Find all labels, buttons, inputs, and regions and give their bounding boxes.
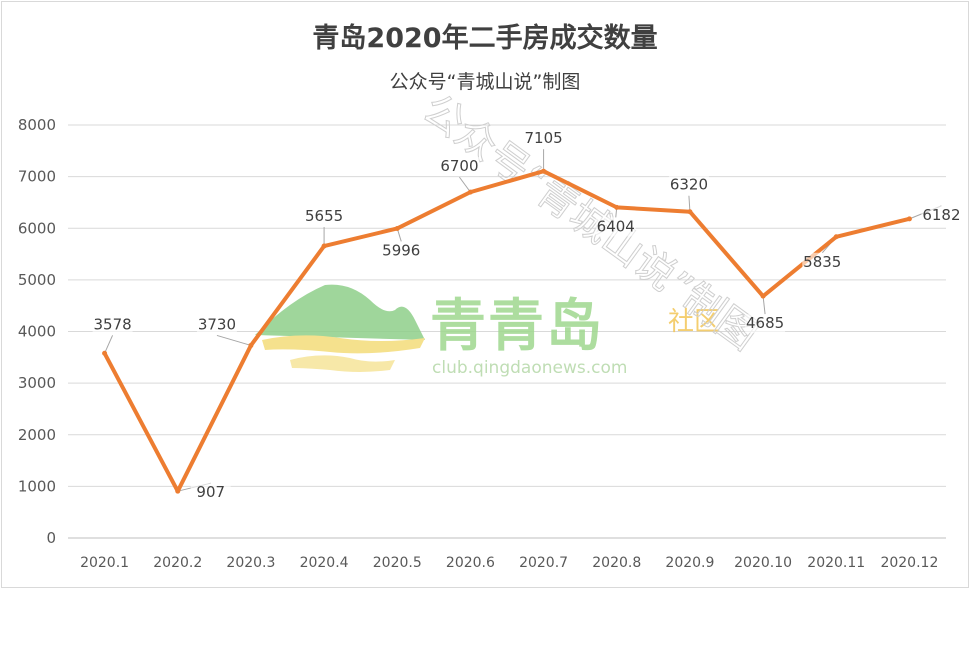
y-tick-label: 4000 bbox=[18, 323, 56, 341]
label-leader-line bbox=[104, 335, 114, 354]
data-label-bg bbox=[381, 241, 422, 261]
watermark-river-shape bbox=[262, 335, 425, 354]
data-label-bg bbox=[802, 252, 843, 272]
chart-title: 青岛2020年二手房成交数量 bbox=[312, 22, 657, 54]
y-tick-label: 0 bbox=[46, 529, 56, 547]
y-tick-label: 6000 bbox=[18, 219, 56, 237]
data-label: 6182 bbox=[922, 206, 960, 224]
data-label: 4685 bbox=[746, 314, 784, 332]
chart-subtitle: 公众号“青城山说”制图 bbox=[390, 71, 581, 93]
x-tick-label: 2020.1 bbox=[80, 555, 129, 571]
data-label-bg bbox=[92, 315, 133, 335]
x-tick-label: 2020.3 bbox=[226, 555, 275, 571]
data-label-bg bbox=[668, 175, 709, 195]
label-leader-line bbox=[216, 334, 252, 346]
y-tick-label: 2000 bbox=[18, 426, 56, 444]
data-label: 6320 bbox=[670, 176, 708, 194]
data-point bbox=[906, 216, 912, 222]
x-tick-label: 2020.5 bbox=[373, 555, 422, 571]
y-axis-ticks: 0 1000 2000 3000 4000 5000 6000 7000 8000 bbox=[18, 116, 56, 547]
x-tick-label: 2020.4 bbox=[300, 555, 349, 571]
data-label: 5835 bbox=[803, 253, 841, 271]
data-label-bg bbox=[439, 157, 480, 177]
watermark-brand: 青青岛 bbox=[430, 294, 604, 359]
watermark-mountain-shape bbox=[255, 284, 425, 340]
watermark-river-shape bbox=[290, 355, 395, 372]
data-label-bg bbox=[921, 205, 962, 225]
data-point bbox=[321, 243, 327, 249]
data-point bbox=[394, 225, 400, 231]
data-label: 5655 bbox=[305, 207, 343, 225]
data-label: 6700 bbox=[440, 157, 478, 175]
data-point bbox=[175, 488, 181, 494]
data-label: 5996 bbox=[382, 241, 420, 259]
data-point bbox=[467, 189, 473, 195]
data-label-bg bbox=[745, 314, 786, 334]
x-tick-label: 2020.9 bbox=[665, 555, 714, 571]
label-leader-line bbox=[688, 195, 691, 212]
watermark-tag: 社区 bbox=[668, 307, 720, 337]
data-point bbox=[833, 234, 839, 240]
chart-frame bbox=[1, 1, 969, 588]
x-axis-ticks: 2020.1 2020.2 2020.3 2020.4 2020.5 2020.6 2020… bbox=[80, 555, 938, 571]
data-labels: 3578 907 3730 5655 5996 6700 7105 6404 6320 4685 5… bbox=[92, 129, 962, 503]
x-tick-label: 2020.10 bbox=[734, 555, 792, 571]
data-label-bg bbox=[190, 483, 231, 503]
data-label-bg bbox=[196, 315, 237, 335]
data-point bbox=[541, 168, 547, 174]
data-label-bg bbox=[523, 129, 564, 149]
data-point bbox=[614, 204, 620, 210]
data-point bbox=[248, 342, 254, 348]
watermark-url: club.qingdaonews.com bbox=[432, 358, 627, 378]
data-point bbox=[760, 293, 766, 299]
series-line bbox=[102, 169, 912, 494]
data-label: 3730 bbox=[198, 315, 236, 333]
x-tick-label: 2020.12 bbox=[880, 555, 938, 571]
watermark-logo: 青青岛 社区 club.qingdaonews.com bbox=[255, 284, 720, 378]
label-leader-line bbox=[762, 296, 766, 315]
data-label-bg bbox=[595, 217, 636, 237]
data-label: 7105 bbox=[524, 129, 562, 147]
y-tick-label: 1000 bbox=[18, 477, 56, 495]
data-label: 6404 bbox=[597, 217, 635, 235]
y-tick-label: 5000 bbox=[18, 271, 56, 289]
y-tick-label: 8000 bbox=[18, 116, 56, 134]
y-tick-label: 3000 bbox=[18, 374, 56, 392]
x-tick-label: 2020.2 bbox=[153, 555, 202, 571]
x-tick-label: 2020.8 bbox=[592, 555, 641, 571]
x-tick-label: 2020.11 bbox=[807, 555, 865, 571]
y-tick-label: 7000 bbox=[18, 168, 56, 186]
data-label-bg bbox=[304, 207, 345, 227]
label-leader-line bbox=[459, 176, 471, 193]
data-points bbox=[102, 168, 912, 494]
data-label: 3578 bbox=[93, 315, 131, 333]
data-label: 907 bbox=[196, 483, 225, 501]
x-tick-label: 2020.6 bbox=[446, 555, 495, 571]
data-point bbox=[687, 209, 693, 215]
data-point bbox=[102, 350, 108, 356]
x-tick-label: 2020.7 bbox=[519, 555, 568, 571]
